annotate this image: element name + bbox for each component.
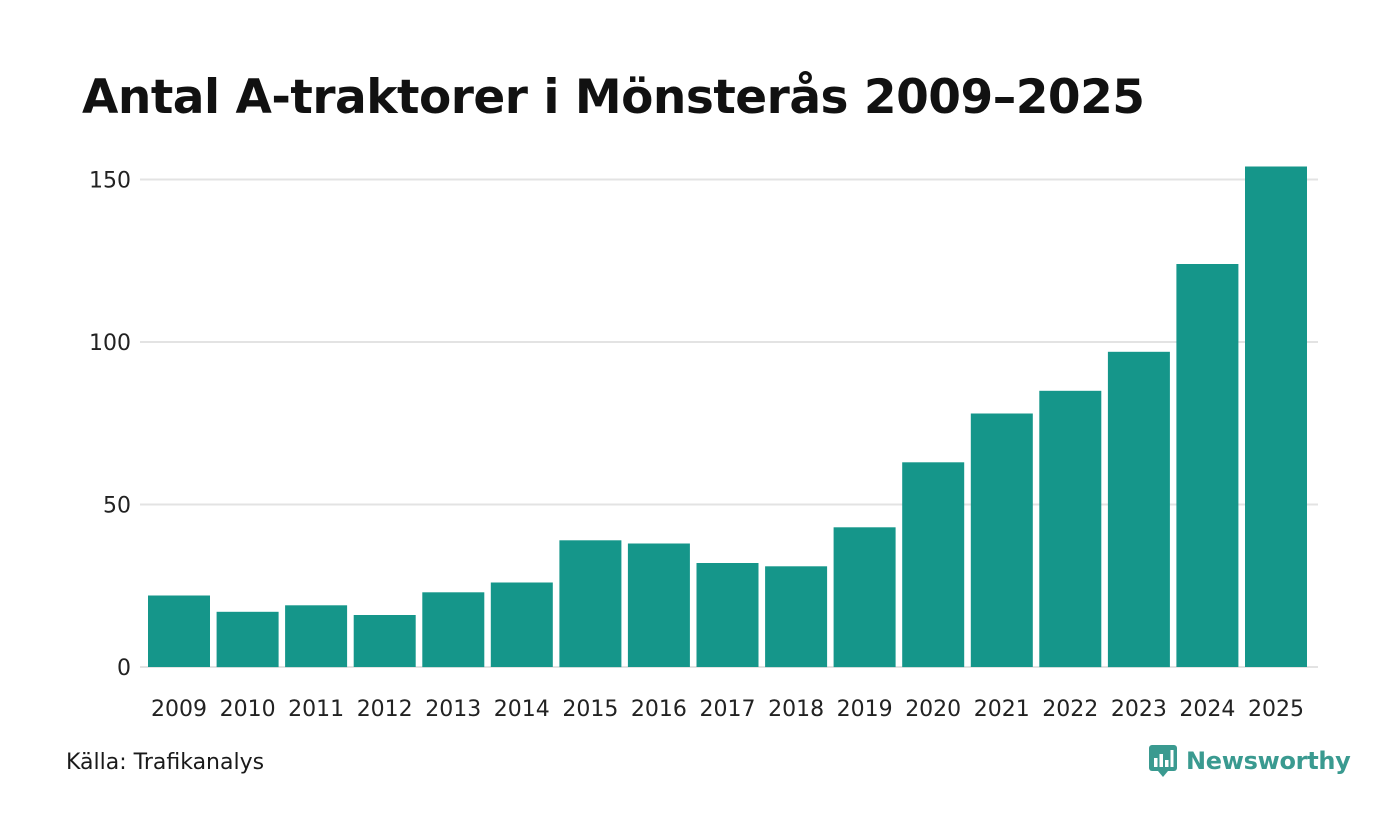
y-tick-label: 100 — [89, 331, 131, 356]
x-tick-label: 2011 — [288, 697, 344, 722]
x-tick-label: 2010 — [220, 697, 276, 722]
bar-2015 — [559, 540, 622, 668]
bar-2022 — [1039, 390, 1102, 668]
bar-2021 — [970, 413, 1033, 667]
y-axis-tick-labels: 0 50 100 150 — [89, 169, 131, 682]
x-tick-label: 2012 — [357, 697, 413, 722]
chart-title: Antal A-traktorer i Mönsterås 2009–2025 — [82, 70, 1145, 125]
brand-logo: Newsworthy — [1148, 744, 1351, 778]
x-tick-label: 2025 — [1248, 697, 1304, 722]
source-note: Källa: Trafikanalys — [66, 750, 265, 775]
y-tick-label: 150 — [89, 169, 131, 194]
x-axis-tick-labels: 2009 2010 2011 2012 2013 2014 2015 2016 2017 2018… — [151, 697, 1304, 722]
y-tick-label: 50 — [103, 494, 131, 519]
bar-2014 — [490, 582, 553, 667]
bar-2020 — [902, 462, 965, 668]
brand-name: Newsworthy — [1186, 747, 1351, 775]
bar-2012 — [353, 615, 416, 667]
x-tick-label: 2024 — [1179, 697, 1235, 722]
x-tick-label: 2014 — [494, 697, 550, 722]
bar-2011 — [285, 605, 348, 668]
x-tick-label: 2013 — [425, 697, 481, 722]
x-tick-label: 2009 — [151, 697, 207, 722]
bar-2013 — [422, 592, 485, 668]
x-tick-label: 2020 — [905, 697, 961, 722]
bar-2010 — [216, 611, 279, 668]
bar-2017 — [696, 563, 759, 667]
x-tick-label: 2023 — [1111, 697, 1167, 722]
x-tick-label: 2017 — [700, 697, 756, 722]
bar-2016 — [627, 543, 690, 667]
x-tick-label: 2018 — [768, 697, 824, 722]
x-tick-label: 2019 — [837, 697, 893, 722]
bar-2024 — [1176, 264, 1239, 667]
bar-2018 — [765, 566, 828, 668]
y-tick-label: 0 — [117, 656, 131, 681]
x-tick-label: 2021 — [974, 697, 1030, 722]
x-tick-label: 2022 — [1042, 697, 1098, 722]
newsworthy-logo-icon — [1149, 745, 1177, 777]
bar-2025 — [1245, 166, 1307, 667]
bar-2009 — [148, 595, 210, 667]
x-tick-label: 2015 — [562, 697, 618, 722]
bar-2023 — [1107, 351, 1170, 668]
bar-2019 — [833, 527, 896, 668]
bars — [148, 166, 1307, 668]
x-tick-label: 2016 — [631, 697, 687, 722]
